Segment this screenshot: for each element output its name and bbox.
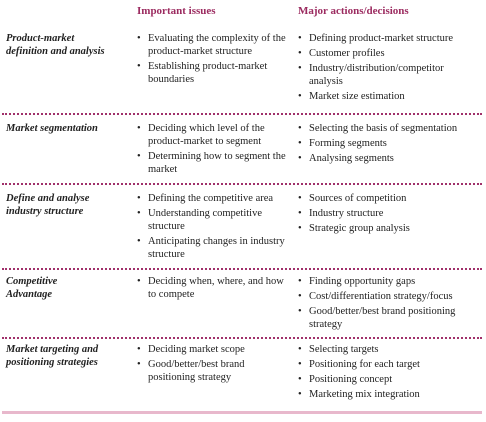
action-item: Good/better/best brand positioning strat… <box>298 305 480 331</box>
issues-list: Deciding market scope Good/better/best br… <box>137 343 287 386</box>
action-item: Finding opportunity gaps <box>298 275 480 288</box>
label-line: definition and analysis <box>6 46 105 57</box>
action-item: Marketing mix integration <box>298 388 480 401</box>
label-line: industry structure <box>6 206 84 217</box>
action-item: Selecting the basis of segmentation <box>298 122 480 135</box>
column-header: Important issues <box>137 5 216 17</box>
action-item: Industry/distribution/competitor analysi… <box>298 62 480 88</box>
label-line: Product-market <box>6 33 75 44</box>
issues-list: Deciding when, where, and how to compete <box>137 275 287 303</box>
action-item: Forming segments <box>298 137 480 150</box>
row-label: Product-market definition and analysis <box>6 32 131 58</box>
bottom-rule <box>2 411 482 414</box>
action-item: Cost/differentiation strategy/focus <box>298 290 480 303</box>
action-item: Positioning concept <box>298 373 480 386</box>
row-separator <box>2 268 482 270</box>
issue-item: Determining how to segment the market <box>137 150 287 176</box>
actions-list: Selecting the basis of segmentation Formi… <box>298 122 480 167</box>
actions-list: Sources of competition Industry structure… <box>298 192 480 237</box>
action-item: Sources of competition <box>298 192 480 205</box>
issues-list: Defining the competitive area Understandi… <box>137 192 287 263</box>
action-item: Customer profiles <box>298 47 480 60</box>
row-label: Market segmentation <box>6 122 131 135</box>
label-line: positioning strategies <box>6 357 98 368</box>
action-item: Defining product-market structure <box>298 32 480 45</box>
issue-item: Deciding market scope <box>137 343 287 356</box>
row-separator <box>2 113 482 115</box>
row-label: Market targeting and positioning strategi… <box>6 343 131 369</box>
row-label: Define and analyse industry structure <box>6 192 131 218</box>
issues-list: Evaluating the complexity of the product… <box>137 32 287 88</box>
issue-item: Understanding competitive structure <box>137 207 287 233</box>
label-line: Advantage <box>6 289 53 300</box>
action-item: Industry structure <box>298 207 480 220</box>
issue-item: Evaluating the complexity of the product… <box>137 32 287 58</box>
action-item: Market size estimation <box>298 90 480 103</box>
actions-list: Defining product-market structure Custome… <box>298 32 480 105</box>
label-line: Define and analyse <box>6 193 90 204</box>
issues-list: Deciding which level of the product-mark… <box>137 122 287 178</box>
action-item: Strategic group analysis <box>298 222 480 235</box>
actions-list: Finding opportunity gaps Cost/differentia… <box>298 275 480 333</box>
label-line: Competitive <box>6 276 58 287</box>
row-separator <box>2 183 482 185</box>
column-header: Major actions/decisions <box>298 5 409 17</box>
label-line: Market segmentation <box>6 123 98 134</box>
actions-list: Selecting targets Positioning for each ta… <box>298 343 480 403</box>
label-line: Market targeting and <box>6 344 99 355</box>
action-item: Selecting targets <box>298 343 480 356</box>
row-separator <box>2 337 482 339</box>
issue-item: Deciding which level of the product-mark… <box>137 122 287 148</box>
row-label: Competitive Advantage <box>6 275 131 301</box>
action-item: Analysing segments <box>298 152 480 165</box>
issue-item: Establishing product-market boundaries <box>137 60 287 86</box>
issue-item: Anticipating changes in industry structu… <box>137 235 287 261</box>
issue-item: Good/better/best brand positioning strat… <box>137 358 287 384</box>
action-item: Positioning for each target <box>298 358 480 371</box>
issue-item: Defining the competitive area <box>137 192 287 205</box>
issue-item: Deciding when, where, and how to compete <box>137 275 287 301</box>
